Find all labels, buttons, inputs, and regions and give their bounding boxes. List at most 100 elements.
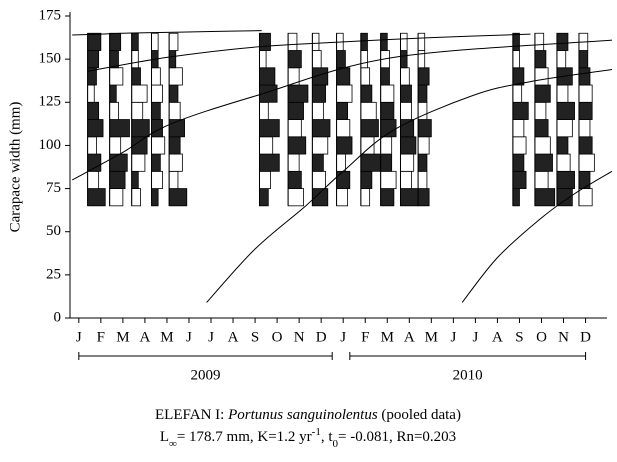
x-tick-label: D [316, 329, 327, 345]
positive-bar [336, 67, 351, 86]
negative-bar [512, 84, 523, 103]
negative-bar [131, 50, 139, 69]
growth-curve [87, 33, 531, 72]
positive-bar [417, 84, 428, 103]
negative-bar [151, 67, 161, 86]
positive-bar [578, 170, 591, 189]
growth-curve [72, 30, 262, 36]
caption-text: -1 [312, 426, 321, 438]
negative-bar [556, 50, 567, 69]
negative-bar [109, 67, 124, 86]
x-tick-label: N [558, 329, 569, 345]
x-tick-label: J [76, 329, 82, 345]
negative-bar [534, 32, 545, 51]
positive-bar [360, 84, 373, 103]
x-tick-label: A [228, 329, 239, 345]
positive-bar [512, 153, 525, 172]
negative-bar [87, 84, 95, 103]
positive-bar [131, 67, 141, 86]
negative-bar [311, 50, 322, 69]
y-tick-label: 0 [54, 309, 62, 325]
x-tick-label: D [580, 329, 591, 345]
positive-bar [311, 119, 331, 138]
negative-bar [360, 188, 371, 207]
caption-line: ELEFAN I: Portunus sanguinolentus (poole… [155, 407, 461, 423]
positive-bar [512, 101, 529, 120]
x-tick-label: J [450, 329, 456, 345]
negative-bar [311, 32, 320, 51]
negative-bar [360, 50, 368, 69]
positive-bar [380, 32, 388, 51]
negative-bar [109, 101, 119, 120]
positive-bar [109, 32, 122, 51]
negative-bar [168, 101, 181, 120]
positive-bar [380, 101, 395, 120]
x-tick-label: A [139, 329, 150, 345]
negative-bar [380, 84, 395, 103]
x-tick-label: F [361, 329, 369, 345]
negative-bar [131, 153, 146, 172]
positive-bar [168, 84, 179, 103]
negative-bar [109, 136, 122, 155]
x-tick-label: M [116, 329, 129, 345]
positive-bar [400, 188, 419, 207]
positive-bar [380, 67, 390, 86]
positive-bar [287, 84, 309, 103]
caption-text: (pooled data) [378, 407, 461, 423]
negative-bar [578, 188, 593, 207]
negative-bar [417, 170, 428, 189]
negative-bar [151, 170, 163, 189]
positive-bar [556, 101, 575, 120]
negative-bar [512, 119, 525, 138]
positive-bar [380, 188, 395, 207]
positive-bar [380, 153, 393, 172]
positive-bar [400, 84, 412, 103]
growth-curve [71, 39, 613, 181]
positive-bar [311, 84, 326, 103]
positive-bar [556, 136, 569, 155]
negative-bar [380, 170, 397, 189]
negative-bar [336, 84, 353, 103]
negative-bar [360, 101, 377, 120]
caption-text: = 178.7 mm, K=1.2 yr [177, 429, 312, 445]
positive-bar [417, 153, 428, 172]
positive-bar [534, 153, 553, 172]
negative-bar [417, 32, 426, 51]
negative-bar [400, 101, 412, 120]
positive-bar [259, 188, 269, 207]
positive-bar [87, 188, 106, 207]
y-tick-label: 175 [39, 7, 62, 23]
period-label: 2010 [453, 367, 483, 383]
negative-bar [287, 32, 298, 51]
positive-bar [151, 101, 161, 120]
negative-bar [259, 101, 269, 120]
positive-bar [578, 101, 593, 120]
x-tick-label: F [97, 329, 105, 345]
positive-bar [512, 67, 525, 86]
positive-bar [259, 67, 276, 86]
positive-bar [534, 50, 547, 69]
negative-bar [287, 188, 304, 207]
negative-bar [400, 67, 410, 86]
positive-bar [380, 119, 397, 138]
positive-bar [400, 136, 417, 155]
period-label: 2009 [191, 367, 221, 383]
negative-bar [151, 84, 163, 103]
positive-bar [131, 119, 150, 138]
negative-bar [380, 136, 393, 155]
positive-bar [87, 101, 100, 120]
positive-bar [360, 153, 382, 172]
y-tick-label: 50 [46, 223, 61, 239]
negative-bar [287, 153, 300, 172]
positive-bar [360, 119, 379, 138]
caption-line: L∞= 178.7 mm, K=1.2 yr-1, t0= -0.081, Rn… [160, 426, 456, 450]
x-tick-label: O [536, 329, 547, 345]
x-tick-label: A [404, 329, 415, 345]
y-tick-label: 100 [39, 137, 62, 153]
negative-bar [534, 170, 549, 189]
positive-bar [109, 84, 117, 103]
negative-bar [311, 101, 324, 120]
negative-bar [131, 101, 144, 120]
positive-bar [417, 188, 430, 207]
positive-bar [87, 50, 100, 69]
